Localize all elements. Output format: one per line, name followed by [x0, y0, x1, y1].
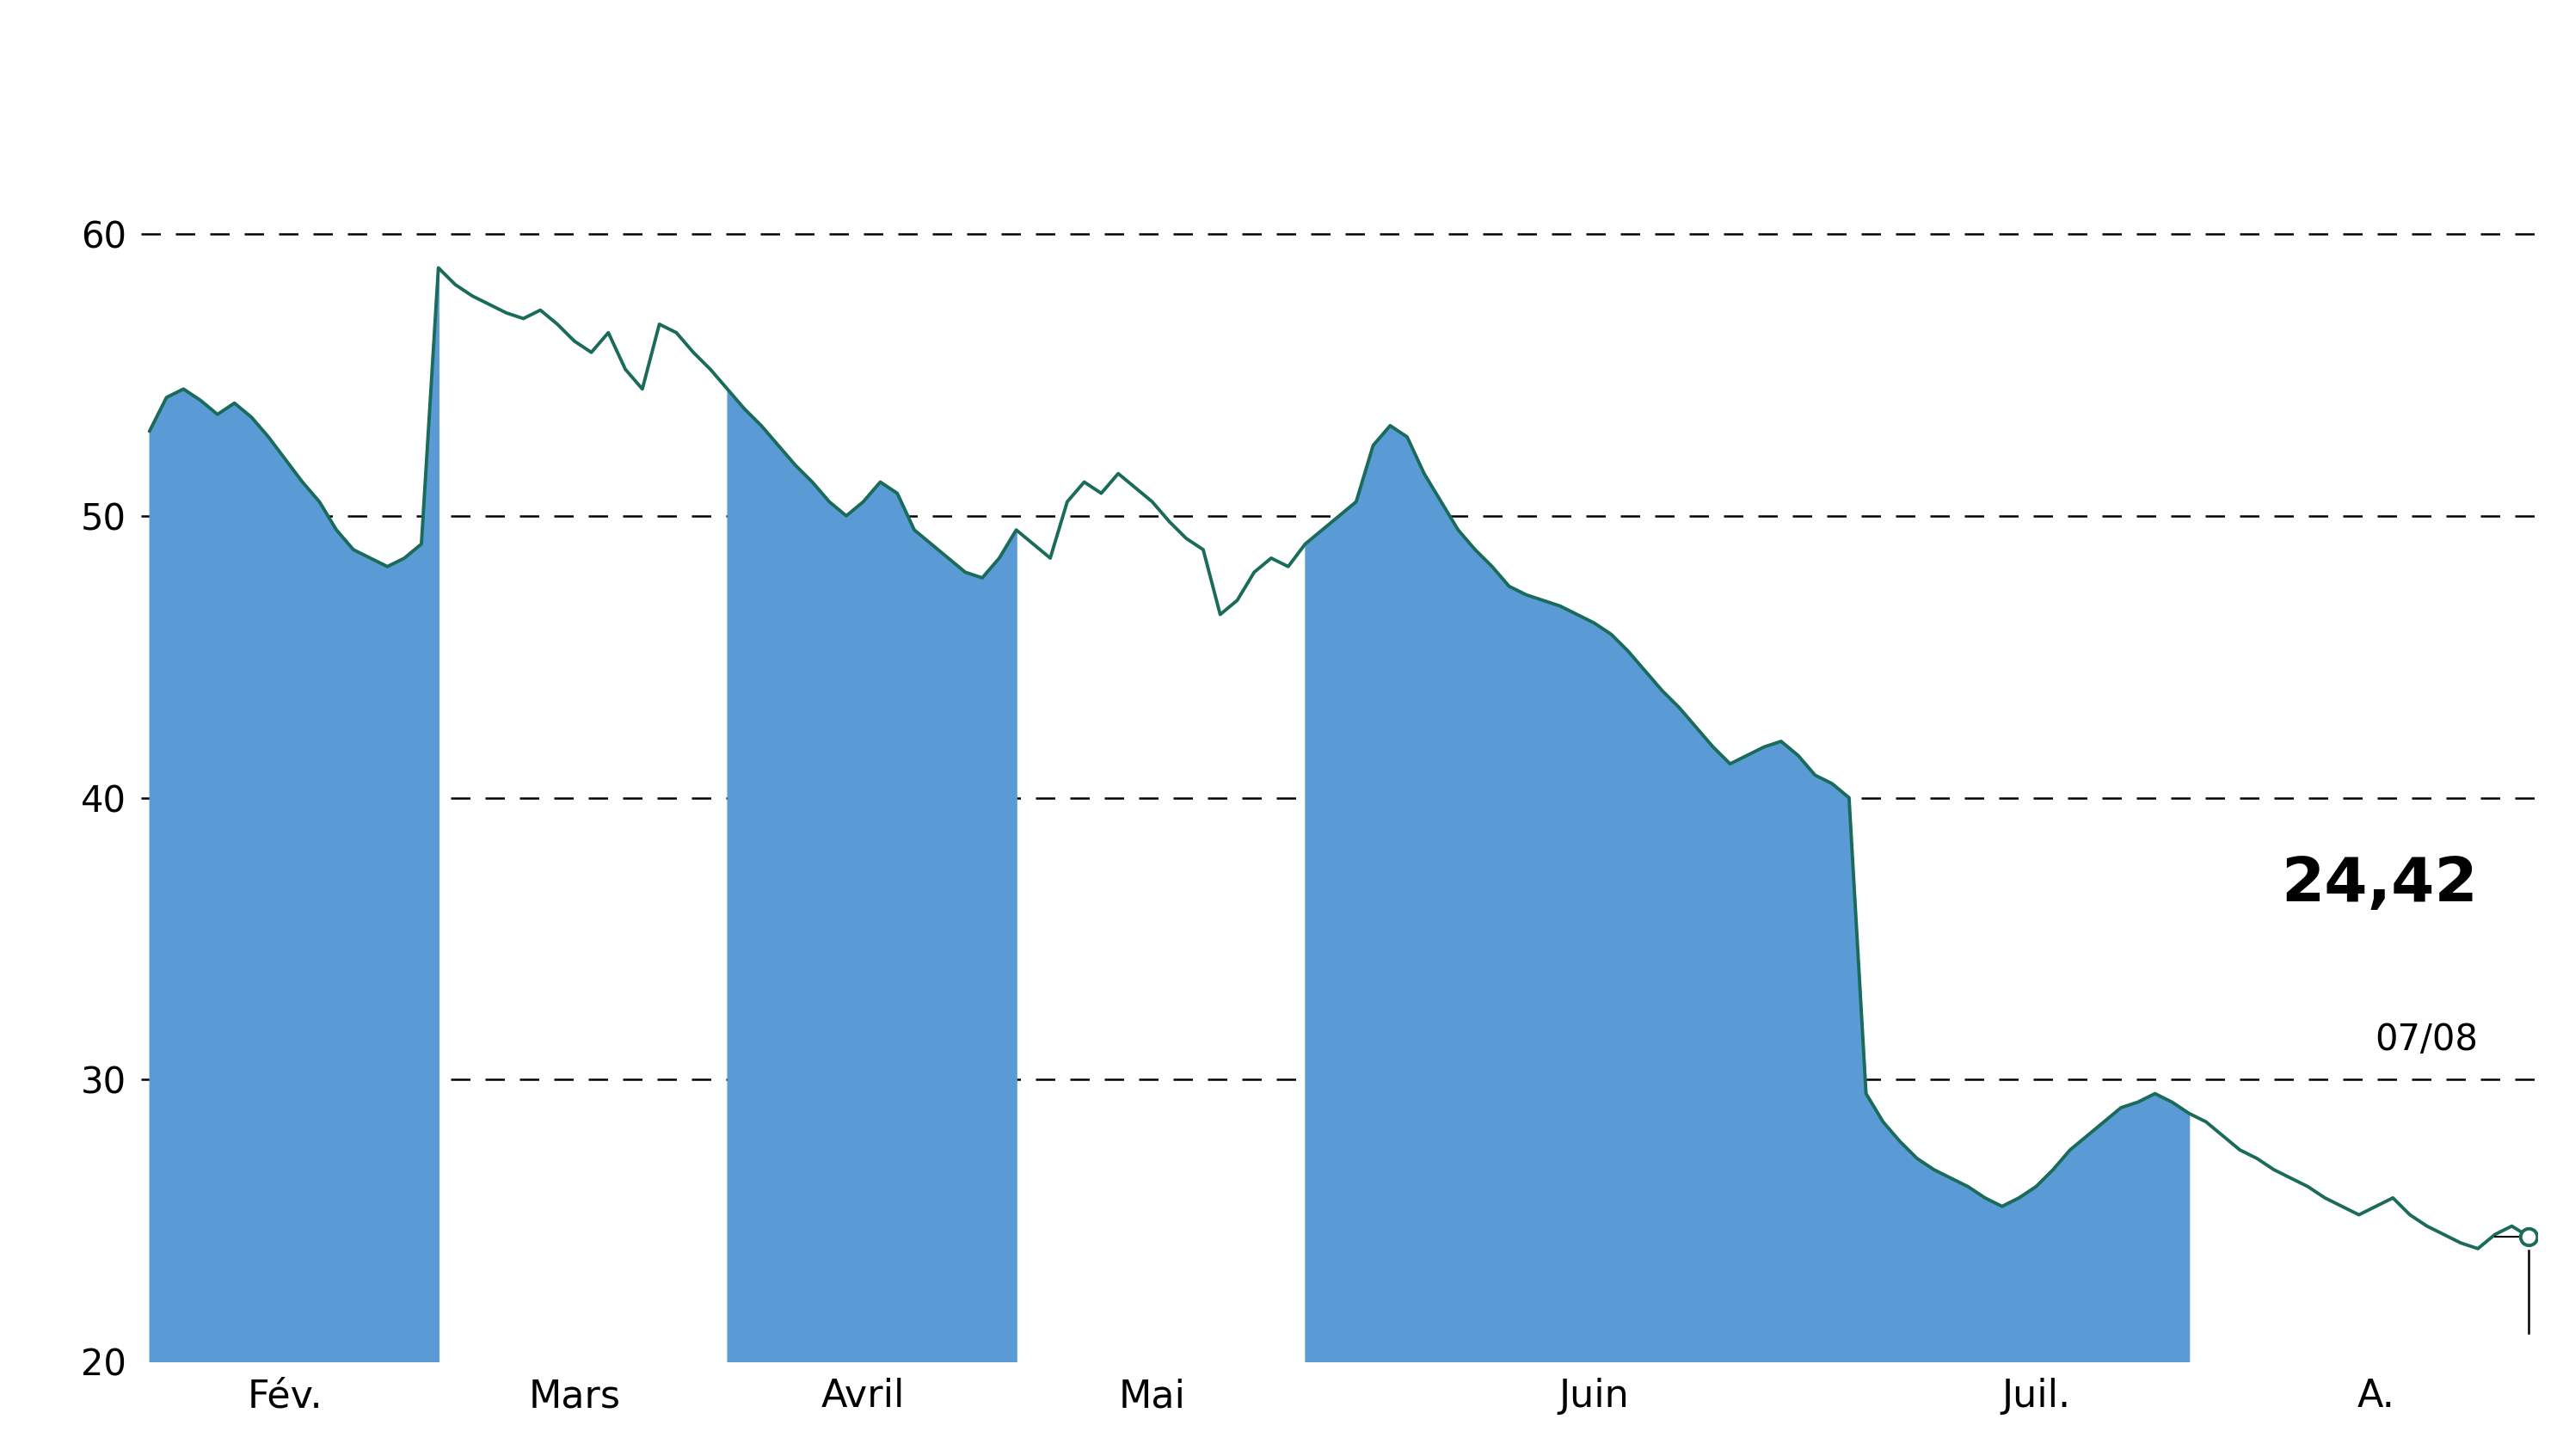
Text: 07/08: 07/08	[2376, 1022, 2478, 1057]
Text: SMA Solar Technology AG: SMA Solar Technology AG	[800, 26, 1763, 93]
Text: 24,42: 24,42	[2281, 855, 2478, 914]
